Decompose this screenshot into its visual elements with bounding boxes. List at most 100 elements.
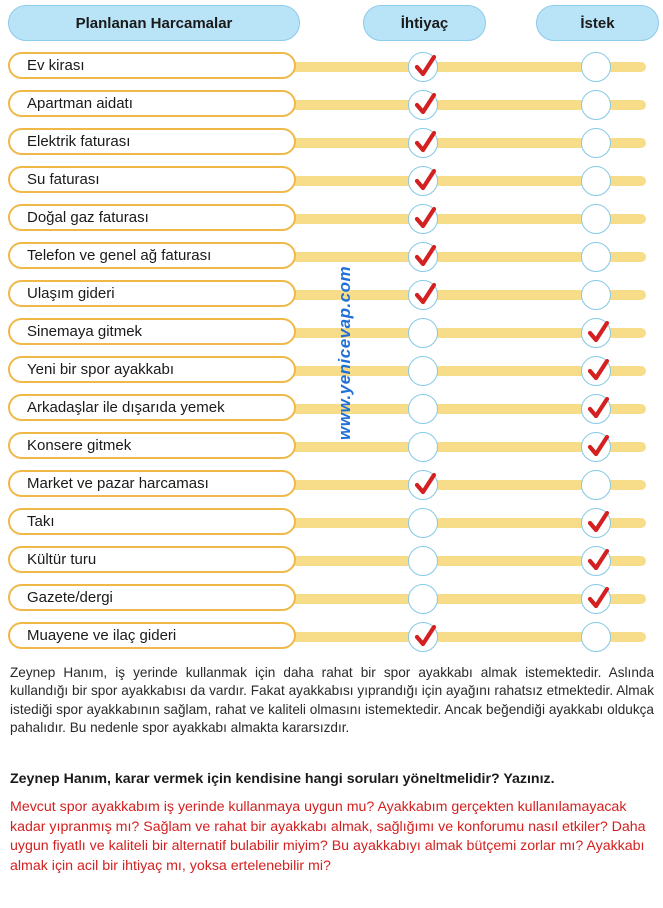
need-checkbox[interactable] [408, 318, 438, 348]
expense-label: Gazete/dergi [8, 584, 296, 611]
expense-row: Konsere gitmek [0, 429, 663, 467]
row-connector-bar [290, 290, 646, 300]
expense-label: Ev kirası [8, 52, 296, 79]
expense-row: Muayene ve ilaç gideri [0, 619, 663, 657]
need-checkbox[interactable] [408, 508, 438, 538]
need-checkbox[interactable] [408, 52, 438, 82]
expense-row: Elektrik faturası [0, 125, 663, 163]
expense-label: Takı [8, 508, 296, 535]
want-checkbox[interactable] [581, 280, 611, 310]
expense-label: Konsere gitmek [8, 432, 296, 459]
check-icon [587, 510, 610, 533]
row-connector-bar [290, 366, 646, 376]
row-connector-bar [290, 214, 646, 224]
need-checkbox[interactable] [408, 394, 438, 424]
expense-label: Doğal gaz faturası [8, 204, 296, 231]
row-connector-bar [290, 138, 646, 148]
check-icon [587, 396, 610, 419]
check-icon [414, 244, 437, 267]
row-connector-bar [290, 442, 646, 452]
need-checkbox[interactable] [408, 242, 438, 272]
row-connector-bar [290, 404, 646, 414]
need-checkbox[interactable] [408, 356, 438, 386]
want-checkbox[interactable] [581, 90, 611, 120]
answer-text: Mevcut spor ayakkabım iş yerinde kullanm… [10, 799, 646, 874]
row-connector-bar [290, 594, 646, 604]
expense-table: Ev kirası Apartman aidatı Elektrik faturas… [0, 49, 663, 657]
need-checkbox[interactable] [408, 546, 438, 576]
expense-row: Kültür turu [0, 543, 663, 581]
row-connector-bar [290, 100, 646, 110]
expense-label: Elektrik faturası [8, 128, 296, 155]
story-paragraph: Zeynep Hanım, iş yerinde kullanmak için … [10, 665, 654, 735]
row-connector-bar [290, 480, 646, 490]
expense-row: Ev kirası [0, 49, 663, 87]
header-planned-expenses: Planlanan Harcamalar [8, 5, 300, 41]
expense-row: Market ve pazar harcaması [0, 467, 663, 505]
expense-label: Telefon ve genel ağ faturası [8, 242, 296, 269]
check-icon [414, 206, 437, 229]
expense-row: Takı [0, 505, 663, 543]
want-checkbox[interactable] [581, 622, 611, 652]
check-icon [414, 92, 437, 115]
expense-row: Su faturası [0, 163, 663, 201]
need-checkbox[interactable] [408, 128, 438, 158]
want-checkbox[interactable] [581, 128, 611, 158]
expense-row: Doğal gaz faturası [0, 201, 663, 239]
want-checkbox[interactable] [581, 204, 611, 234]
expense-label: Yeni bir spor ayakkabı [8, 356, 296, 383]
want-checkbox[interactable] [581, 242, 611, 272]
expense-row: Ulaşım gideri [0, 277, 663, 315]
check-icon [414, 168, 437, 191]
expense-label: Kültür turu [8, 546, 296, 573]
header-want: İstek [536, 5, 659, 41]
check-icon [414, 472, 437, 495]
check-icon [587, 320, 610, 343]
expense-label: Su faturası [8, 166, 296, 193]
watermark: www.yenicevap.com [335, 265, 354, 440]
need-checkbox[interactable] [408, 622, 438, 652]
expense-row: Gazete/dergi [0, 581, 663, 619]
expense-row: Arkadaşlar ile dışarıda yemek [0, 391, 663, 429]
need-checkbox[interactable] [408, 584, 438, 614]
header-need: İhtiyaç [363, 5, 486, 41]
check-icon [587, 586, 610, 609]
expense-label: Market ve pazar harcaması [8, 470, 296, 497]
check-icon [587, 358, 610, 381]
need-checkbox[interactable] [408, 204, 438, 234]
expense-row: Telefon ve genel ağ faturası [0, 239, 663, 277]
row-connector-bar [290, 328, 646, 338]
row-connector-bar [290, 252, 646, 262]
need-checkbox[interactable] [408, 166, 438, 196]
expense-label: Apartman aidatı [8, 90, 296, 117]
expense-row: Yeni bir spor ayakkabı [0, 353, 663, 391]
want-checkbox[interactable] [581, 546, 611, 576]
check-icon [414, 282, 437, 305]
row-connector-bar [290, 176, 646, 186]
need-checkbox[interactable] [408, 90, 438, 120]
expense-row: Apartman aidatı [0, 87, 663, 125]
want-checkbox[interactable] [581, 318, 611, 348]
want-checkbox[interactable] [581, 584, 611, 614]
need-checkbox[interactable] [408, 432, 438, 462]
check-icon [414, 130, 437, 153]
want-checkbox[interactable] [581, 432, 611, 462]
check-icon [587, 434, 610, 457]
need-checkbox[interactable] [408, 280, 438, 310]
want-checkbox[interactable] [581, 52, 611, 82]
check-icon [587, 548, 610, 571]
want-checkbox[interactable] [581, 508, 611, 538]
check-icon [414, 624, 437, 647]
check-icon [414, 54, 437, 77]
row-connector-bar [290, 556, 646, 566]
want-checkbox[interactable] [581, 394, 611, 424]
want-checkbox[interactable] [581, 166, 611, 196]
want-checkbox[interactable] [581, 356, 611, 386]
expense-label: Sinemaya gitmek [8, 318, 296, 345]
need-checkbox[interactable] [408, 470, 438, 500]
question-text: Zeynep Hanım, karar vermek için kendisin… [10, 771, 555, 787]
row-connector-bar [290, 632, 646, 642]
want-checkbox[interactable] [581, 470, 611, 500]
row-connector-bar [290, 62, 646, 72]
expense-label: Arkadaşlar ile dışarıda yemek [8, 394, 296, 421]
